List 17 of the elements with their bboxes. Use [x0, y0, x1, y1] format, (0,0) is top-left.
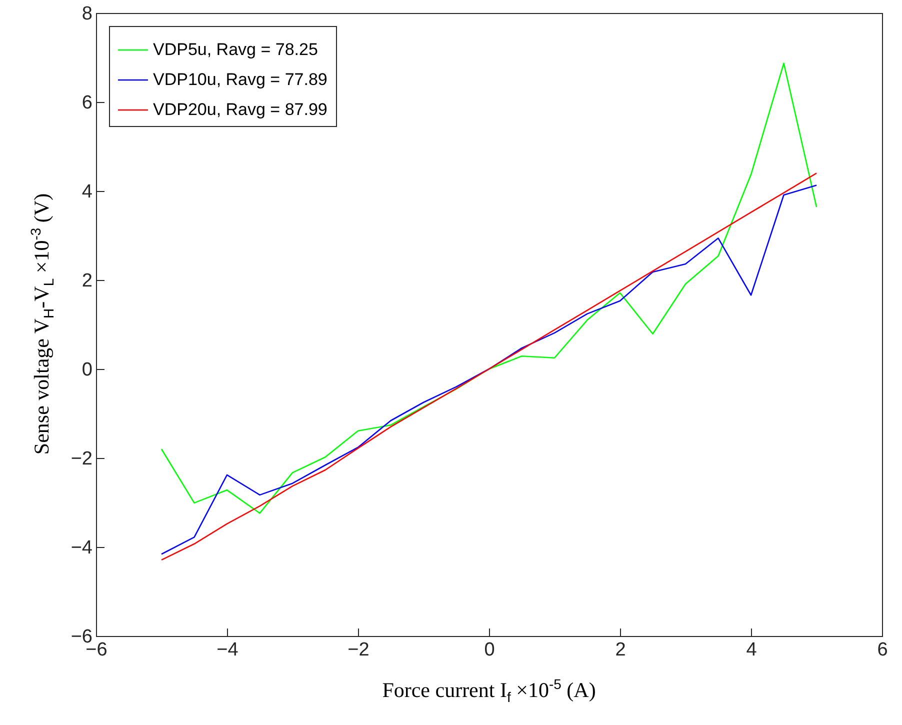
- y-tick-label: 6: [82, 92, 92, 114]
- x-tick-label: 6: [877, 640, 888, 660]
- x-tick-label: 4: [746, 640, 758, 660]
- y-tick-label: 8: [82, 4, 92, 24]
- x-axis-title: Force current I$_{f}$ ×10$^{-5}$ (A): [382, 676, 596, 706]
- y-tick-label: −4: [70, 538, 93, 558]
- x-tick-label: −2: [348, 640, 370, 660]
- legend-label: VDP20u, Ravg = 87.99: [153, 100, 328, 119]
- y-tick-label: 0: [82, 360, 92, 380]
- legend-label: VDP5u, Ravg = 78.25: [153, 40, 318, 59]
- legend-label: VDP10u, Ravg = 77.89: [153, 70, 328, 89]
- y-tick-label: −2: [70, 448, 92, 470]
- x-tick-label: −4: [216, 640, 239, 660]
- y-tick-label: 4: [82, 182, 93, 202]
- x-tick-label: 2: [615, 640, 626, 660]
- x-tick-label: 0: [484, 640, 495, 660]
- y-tick-label: 2: [82, 270, 92, 292]
